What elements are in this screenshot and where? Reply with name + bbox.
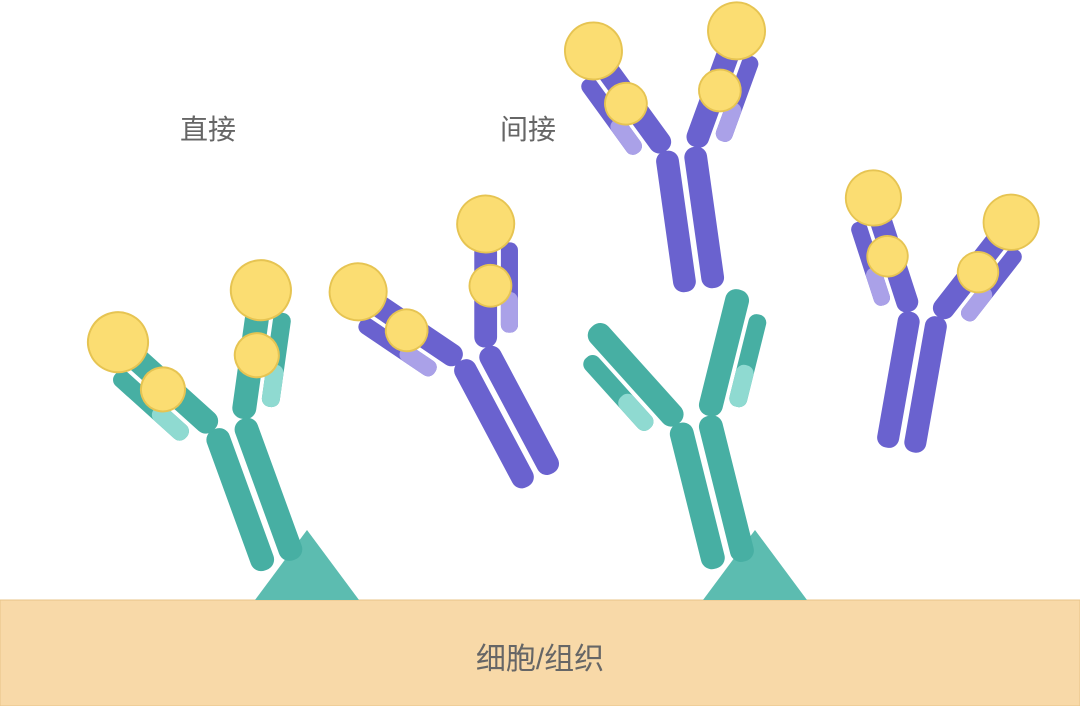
antibody-diagram	[0, 0, 1080, 706]
label-indirect: 间接	[500, 108, 556, 148]
label-direct: 直接	[180, 108, 236, 148]
primary-antibody	[571, 279, 825, 588]
label-tissue: 细胞/组织	[0, 634, 1080, 678]
secondary-antibody	[320, 185, 629, 527]
secondary-antibody	[804, 166, 1043, 467]
fluorophore	[704, 0, 768, 63]
fluorophore	[841, 166, 905, 230]
secondary-antibody	[561, 0, 799, 304]
